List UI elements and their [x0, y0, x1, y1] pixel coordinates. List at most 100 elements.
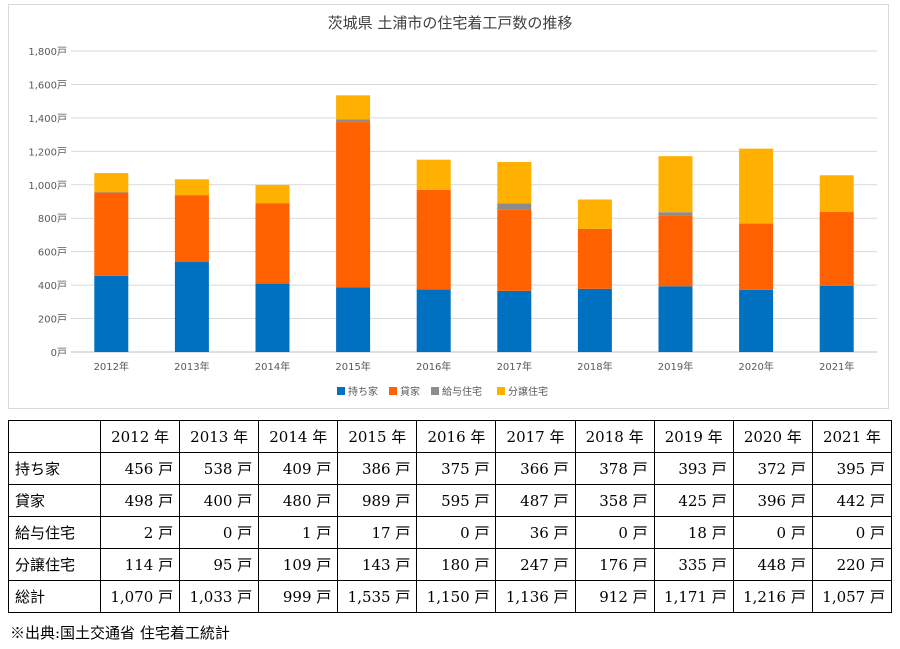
x-tick-label: 2013年 — [174, 360, 209, 373]
table-cell: 1,057 戸 — [811, 580, 893, 613]
table-cell: 386 戸 — [337, 452, 418, 485]
legend-swatch — [431, 387, 439, 395]
bar-segment — [819, 175, 854, 213]
table-cell: 2 戸 — [99, 516, 181, 549]
bar-segment — [255, 203, 290, 204]
bar-segment — [336, 119, 371, 123]
table-header-cell: 2018 年 — [574, 420, 655, 453]
table-cell: 1,070 戸 — [99, 580, 181, 613]
legend-label: 給与住宅 — [442, 385, 482, 398]
data-table: 2012 年 2013 年 2014 年 2015 年 2016 年 2017 年 2018… — [8, 420, 893, 613]
table-cell: 989 戸 — [337, 484, 418, 517]
table-cell: 0 戸 — [732, 516, 813, 549]
table-row: 貸家 498 戸 400 戸 480 戸 989 戸 595 戸 487 戸 358 戸 425… — [8, 484, 893, 517]
table-cell: 0 戸 — [574, 516, 655, 549]
table-cell: 180 戸 — [416, 548, 497, 581]
x-tick-label: 2015年 — [335, 360, 370, 373]
bar-segment — [416, 289, 451, 352]
x-tick-label: 2014年 — [255, 360, 290, 373]
bar-segment — [174, 179, 209, 196]
table-cell: 487 戸 — [495, 484, 576, 517]
table-header-cell: 2017 年 — [495, 420, 576, 453]
table-row-label: 持ち家 — [8, 452, 101, 485]
bar-segment — [255, 203, 290, 284]
table-cell: 425 戸 — [653, 484, 734, 517]
bar-segment — [739, 289, 774, 352]
bar-segment — [739, 148, 774, 224]
table-header-cell: 2015 年 — [337, 420, 418, 453]
x-tick-label: 2021年 — [819, 360, 854, 373]
table-header-cell: 2016 年 — [416, 420, 497, 453]
table-cell: 1,171 戸 — [653, 580, 734, 613]
table-cell: 335 戸 — [653, 548, 734, 581]
table-cell: 17 戸 — [337, 516, 418, 549]
bar-segment — [658, 215, 693, 287]
bar-segment — [577, 199, 612, 229]
table-cell: 372 戸 — [732, 452, 813, 485]
table-cell: 378 戸 — [574, 452, 655, 485]
table-row-label: 貸家 — [8, 484, 101, 517]
table-row-label: 分譲住宅 — [8, 548, 101, 581]
chart-container: 茨城県 土浦市の住宅着工戸数の推移 0戸 200戸 400戸 600戸 800戸 1,000… — [8, 4, 889, 409]
table-corner-cell — [8, 420, 101, 453]
bar-segment — [658, 286, 693, 352]
table-cell: 143 戸 — [337, 548, 418, 581]
bar-segment — [497, 203, 532, 210]
x-tick-label: 2017年 — [497, 360, 532, 373]
bar-segment — [497, 290, 532, 352]
table-cell: 358 戸 — [574, 484, 655, 517]
bar-segment — [174, 262, 209, 352]
table-cell: 95 戸 — [179, 548, 260, 581]
y-tick-label: 400戸 — [38, 280, 67, 292]
y-tick-label: 1,600戸 — [28, 79, 67, 91]
table-cell: 1,150 戸 — [416, 580, 497, 613]
x-tick-label: 2019年 — [658, 360, 693, 373]
table-row-label: 給与住宅 — [8, 516, 101, 549]
table-cell: 595 戸 — [416, 484, 497, 517]
table-cell: 109 戸 — [258, 548, 339, 581]
bar-segment — [819, 212, 854, 286]
bar-segment — [94, 192, 129, 276]
bar-segment — [819, 285, 854, 352]
legend-swatch — [497, 387, 505, 395]
table-cell: 1,216 戸 — [732, 580, 813, 613]
table-cell: 912 戸 — [574, 580, 655, 613]
source-note: ※出典:国土交通省 住宅着工統計 — [10, 624, 230, 642]
y-tick-label: 200戸 — [38, 314, 67, 326]
table-cell: 220 戸 — [811, 548, 893, 581]
y-tick-label: 0戸 — [51, 347, 67, 359]
bar-segment — [336, 95, 371, 120]
y-tick-label: 1,400戸 — [28, 113, 67, 125]
bar-segment — [497, 209, 532, 291]
table-cell: 999 戸 — [258, 580, 339, 613]
bar-segment — [577, 228, 612, 289]
y-tick-label: 600戸 — [38, 247, 67, 259]
table-cell: 114 戸 — [99, 548, 181, 581]
table-cell: 375 戸 — [416, 452, 497, 485]
table-cell: 400 戸 — [179, 484, 260, 517]
x-tick-label: 2020年 — [738, 360, 773, 373]
legend-swatch — [389, 387, 397, 395]
table-cell: 1,136 戸 — [495, 580, 576, 613]
bar-segment — [658, 156, 693, 213]
table-cell: 442 戸 — [811, 484, 893, 517]
table-row: 持ち家 456 戸 538 戸 409 戸 386 戸 375 戸 366 戸 378 戸 39… — [8, 452, 893, 485]
table-cell: 395 戸 — [811, 452, 893, 485]
bar-segment — [94, 173, 129, 193]
table-header-cell: 2019 年 — [653, 420, 734, 453]
x-tick-label: 2012年 — [94, 360, 129, 373]
y-tick-label: 800戸 — [38, 213, 67, 225]
bar-segment — [739, 223, 774, 290]
table-header-cell: 2012 年 — [99, 420, 181, 453]
y-tick-label: 1,800戸 — [28, 46, 67, 58]
table-cell: 393 戸 — [653, 452, 734, 485]
bar-segment — [94, 275, 129, 352]
x-tick-label: 2018年 — [577, 360, 612, 373]
table-row-label: 総計 — [8, 580, 101, 613]
table-cell: 480 戸 — [258, 484, 339, 517]
bar-segment — [255, 184, 290, 204]
table-row: 総計 1,070 戸 1,033 戸 999 戸 1,535 戸 1,150 戸 1,136… — [8, 580, 893, 613]
table-header-cell: 2020 年 — [732, 420, 813, 453]
legend-label: 貸家 — [400, 385, 420, 398]
